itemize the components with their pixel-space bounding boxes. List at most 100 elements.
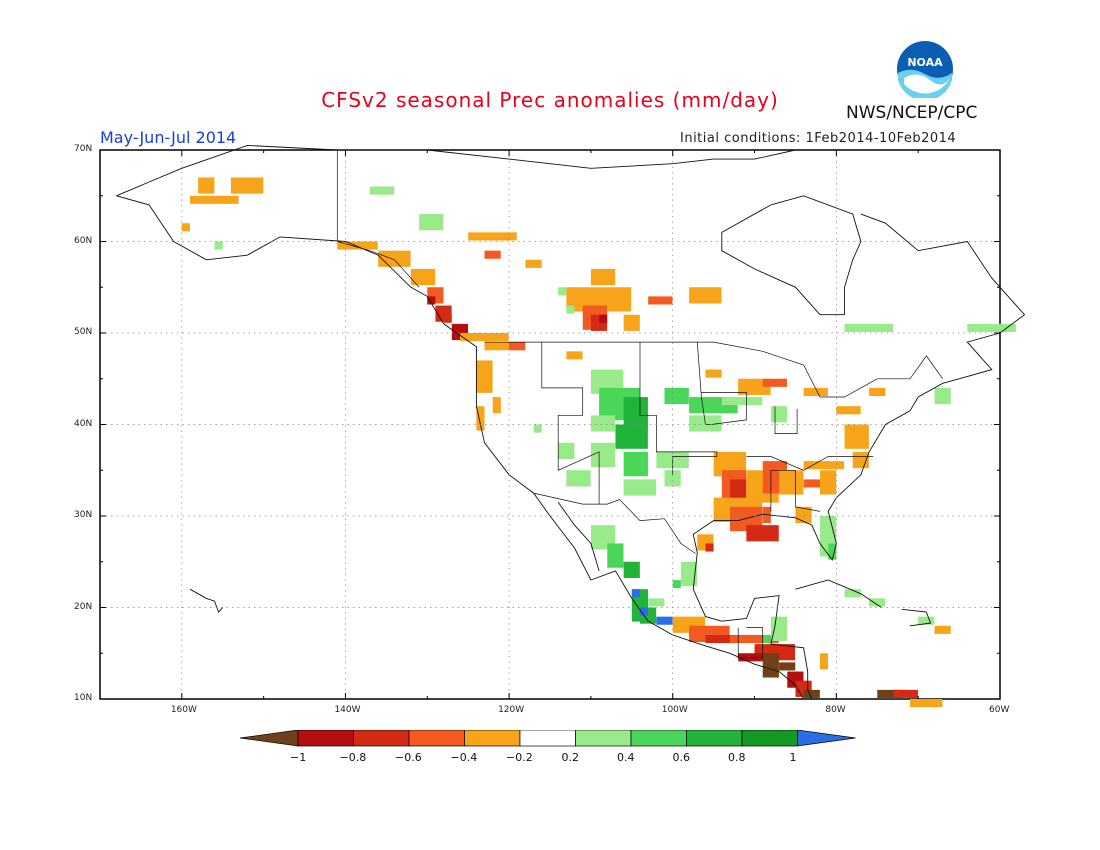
anomaly-cell [476, 406, 485, 431]
agency-label: NWS/NCEP/CPC [846, 103, 978, 123]
lon-label: 80W [825, 705, 846, 715]
anomaly-cell [623, 314, 640, 331]
anomaly-cell [190, 195, 239, 204]
anomaly-cell [558, 442, 575, 459]
anomaly-cell [893, 689, 918, 698]
anomaly-cell [468, 232, 517, 241]
legend-colorbar [239, 730, 856, 747]
legend-swatch [408, 730, 465, 747]
anomaly-cell [705, 634, 746, 644]
lat-label: 10N [74, 693, 93, 703]
legend-label: −0.2 [506, 751, 533, 764]
map-title: CFSv2 seasonal Prec anomalies (mm/day) [321, 88, 779, 112]
anomaly-cell [443, 314, 452, 323]
gulf-of-california-coast [557, 502, 600, 572]
anomaly-cell [419, 214, 444, 231]
anomaly-cell [590, 268, 616, 286]
anomaly-cell [779, 662, 796, 671]
anomaly-cell [803, 387, 828, 396]
legend-label: −1 [290, 751, 307, 764]
anomaly-cell [623, 451, 648, 477]
anomaly-cell [648, 296, 673, 305]
anomaly-cell [738, 378, 771, 395]
central-america-borders [737, 627, 764, 659]
anomaly-cell [705, 543, 714, 552]
southern-state-lines [746, 456, 874, 471]
lat-label: 30N [74, 510, 93, 520]
anomaly-cell [664, 387, 689, 405]
lat-label: 70N [74, 144, 93, 154]
anomaly-cell [672, 580, 681, 589]
anomaly-cell [484, 342, 526, 351]
anomaly-cell [934, 387, 951, 405]
anomaly-cell [566, 351, 583, 360]
anomaly-cell [762, 653, 779, 678]
anomaly-cell [181, 223, 190, 232]
legend-arrow-low [239, 730, 299, 747]
anomaly-cell [566, 305, 575, 314]
legend-label: −0.8 [339, 751, 367, 764]
axis-ticks [99, 149, 1001, 700]
anomaly-cell [918, 616, 935, 625]
deep-south-state-lines [770, 469, 821, 512]
anomaly-cell [599, 314, 608, 323]
anomaly-cell [967, 323, 1016, 332]
legend-label: −0.6 [395, 751, 422, 764]
anomaly-cell [476, 360, 493, 393]
political-borders [336, 150, 943, 659]
anomaly-cell [656, 616, 673, 625]
anomaly-cell [910, 699, 943, 708]
anomaly-cell [820, 470, 837, 495]
anomaly-cell [762, 378, 788, 387]
anomaly-cell [803, 689, 820, 698]
anomaly-cell [934, 625, 951, 634]
anomaly-cell [623, 561, 640, 578]
anomaly-cell [623, 397, 648, 430]
hudson-bay-coast [721, 195, 862, 316]
anomaly-cell [844, 323, 894, 332]
legend-swatch [353, 730, 410, 747]
anomaly-cell [730, 634, 779, 644]
anomaly-cell [198, 177, 215, 194]
cuba-coast [795, 579, 882, 608]
alaska-panhandle-border [337, 241, 420, 288]
legend-swatch [297, 730, 354, 747]
lon-label: 160W [170, 705, 197, 715]
anomaly-cell [746, 525, 779, 542]
anomaly-cell [615, 424, 648, 449]
anomaly-cell [869, 598, 886, 607]
anomaly-cell [590, 415, 616, 432]
anomaly-cell [877, 689, 902, 698]
anomaly-cell [770, 616, 788, 641]
lon-label: 120W [498, 705, 525, 715]
anomaly-cells [181, 177, 1016, 708]
season-label: May-Jun-Jul 2014 [100, 128, 237, 147]
legend-label: 0.2 [561, 751, 580, 764]
noaa-logo-icon: NOAA [897, 41, 953, 98]
graticule [100, 150, 1000, 699]
anomaly-cell [533, 424, 542, 433]
pacific-coast [116, 195, 804, 700]
anomaly-cell [828, 543, 837, 560]
labrador-coast [860, 213, 1026, 334]
anomaly-cell [230, 177, 264, 194]
anomaly-cell [509, 342, 526, 351]
anomaly-cell [762, 634, 771, 644]
anomaly-cell [664, 470, 681, 487]
anomaly-cell [492, 397, 501, 414]
legend-swatch [519, 730, 576, 747]
anomaly-cell [484, 250, 501, 259]
anomaly-cell [648, 598, 665, 607]
legend-arrow-high [797, 730, 856, 747]
hawaii-islands [189, 588, 224, 613]
anomaly-cell [410, 268, 436, 286]
anomaly-cell [427, 296, 436, 305]
anomaly-cell [623, 479, 657, 496]
anomaly-cell [680, 561, 698, 587]
lon-label: 100W [661, 705, 688, 715]
legend-label: 0.8 [728, 751, 746, 764]
anomaly-cell [378, 250, 411, 267]
us-mexico-border [533, 492, 696, 554]
plains-state-lines [639, 342, 718, 475]
anomaly-cell [590, 442, 616, 468]
